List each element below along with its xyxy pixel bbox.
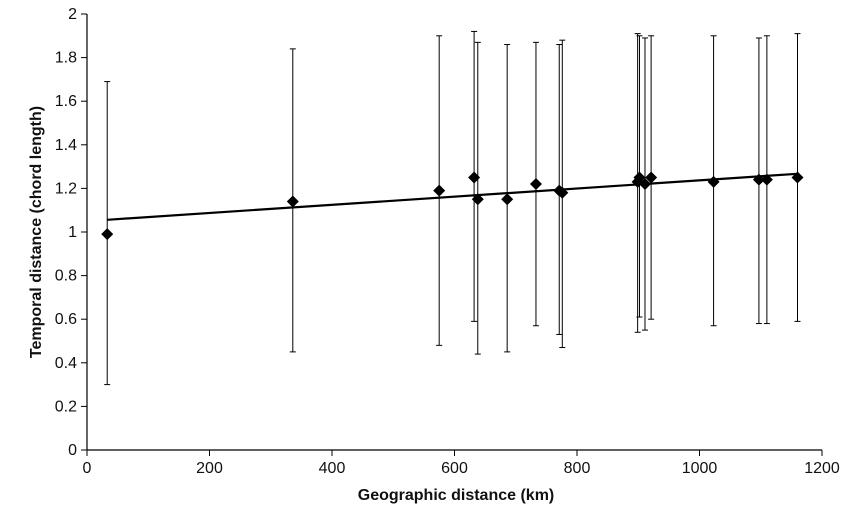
tick-marks [81, 13, 823, 456]
data-point-marker [645, 171, 658, 184]
y-tick-label: 1.2 [55, 180, 77, 197]
data-point-marker [760, 173, 773, 186]
y-tick-label: 0.4 [55, 355, 77, 372]
y-tick-label: 0.8 [55, 268, 77, 285]
data-point-marker [286, 195, 299, 208]
data-point-marker [633, 171, 646, 184]
data-point-marker [468, 171, 481, 184]
data-point-marker [501, 193, 514, 206]
y-tick-label: 1.4 [55, 137, 77, 154]
x-tick-label: 0 [83, 460, 92, 477]
y-tick-label: 1 [68, 224, 77, 241]
data-point-marker [791, 171, 804, 184]
data-point-marker [707, 175, 720, 188]
data-point-marker [638, 178, 651, 191]
data-point-marker [433, 184, 446, 197]
x-tick-label: 600 [441, 460, 468, 477]
data-point-marker [101, 228, 114, 241]
trendline [107, 172, 798, 221]
x-axis-title: Geographic distance (km) [358, 487, 555, 504]
data-points [101, 171, 804, 241]
y-tick-label: 1.6 [55, 93, 77, 110]
data-point-marker [529, 178, 542, 191]
y-tick-label: 0.6 [55, 311, 77, 328]
data-point-marker [752, 173, 765, 186]
data-point-marker [471, 193, 484, 206]
x-tick-label: 200 [196, 460, 223, 477]
x-tick-label: 400 [319, 460, 346, 477]
x-tick-label: 1200 [804, 460, 840, 477]
y-tick-label: 2 [68, 6, 77, 23]
y-tick-label: 0.2 [55, 398, 77, 415]
x-tick-label: 800 [564, 460, 591, 477]
data-point-marker [556, 186, 569, 199]
error-bars [104, 30, 801, 386]
tick-labels: 0 0.2 0.4 0.6 0.8 1 1.2 1.4 1.6 1.8 2 0 200 400 600 800… [55, 6, 840, 477]
y-tick-label: 1.8 [55, 50, 77, 67]
y-axis-title: Temporal distance (chord length) [28, 106, 45, 358]
y-tick-label: 0 [68, 442, 77, 459]
trendline-group [107, 172, 798, 221]
x-tick-label: 1000 [682, 460, 718, 477]
axes [86, 14, 822, 451]
